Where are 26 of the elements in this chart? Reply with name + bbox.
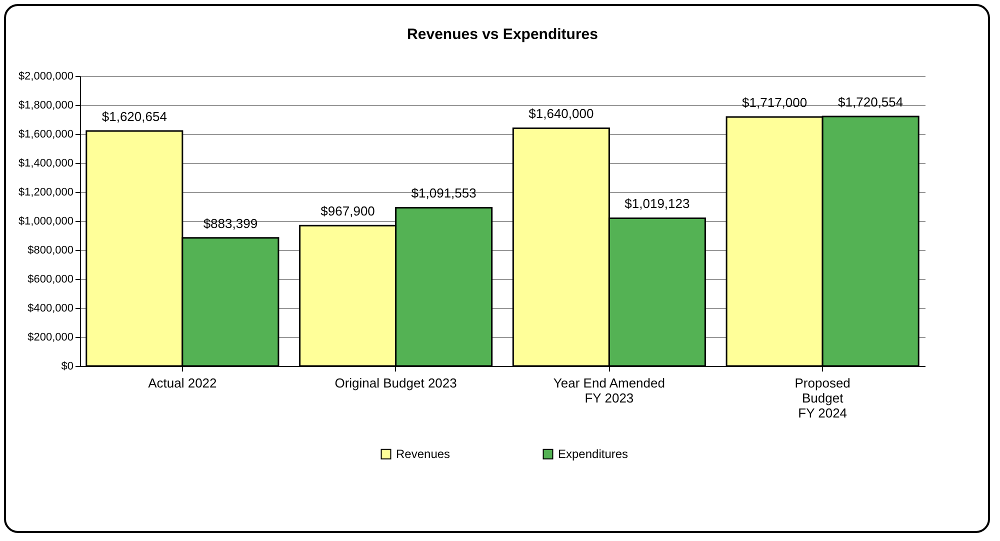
y-tick-label: $600,000	[28, 274, 74, 286]
legend-label: Expenditures	[558, 447, 628, 462]
y-tick-label: $1,800,000	[18, 100, 74, 112]
data-label: $1,717,000	[742, 95, 808, 110]
y-tick-label: $1,600,000	[18, 128, 74, 140]
chart-title: Revenues vs Expenditures	[407, 26, 598, 43]
x-tick-label: Original Budget 2023	[334, 376, 457, 390]
y-tick-label: $0	[61, 360, 74, 372]
y-tick-label: $800,000	[28, 244, 74, 256]
data-label: $1,091,553	[411, 186, 476, 201]
x-tick-label: Actual 2022	[148, 376, 217, 390]
y-tick-label: $1,200,000	[18, 186, 74, 198]
y-tick-label: $200,000	[28, 332, 74, 344]
y-tick-label: $2,000,000	[18, 70, 74, 82]
data-label: $1,640,000	[528, 106, 594, 122]
x-tick-label: Year End Amended FY 2023	[553, 376, 665, 406]
x-tick-label: Proposed Budget FY 2024	[794, 376, 850, 420]
y-tick-label: $400,000	[28, 302, 74, 314]
data-label: $1,620,654	[102, 109, 167, 124]
y-tick-label: $1,400,000	[18, 158, 74, 170]
data-label: $1,720,554	[838, 94, 904, 110]
data-label: $883,399	[203, 216, 258, 231]
data-label: $1,019,123	[624, 196, 690, 212]
y-tick-label: $1,000,000	[18, 216, 74, 228]
legend-label: Revenues	[396, 447, 450, 462]
data-label: $967,900	[320, 204, 375, 219]
